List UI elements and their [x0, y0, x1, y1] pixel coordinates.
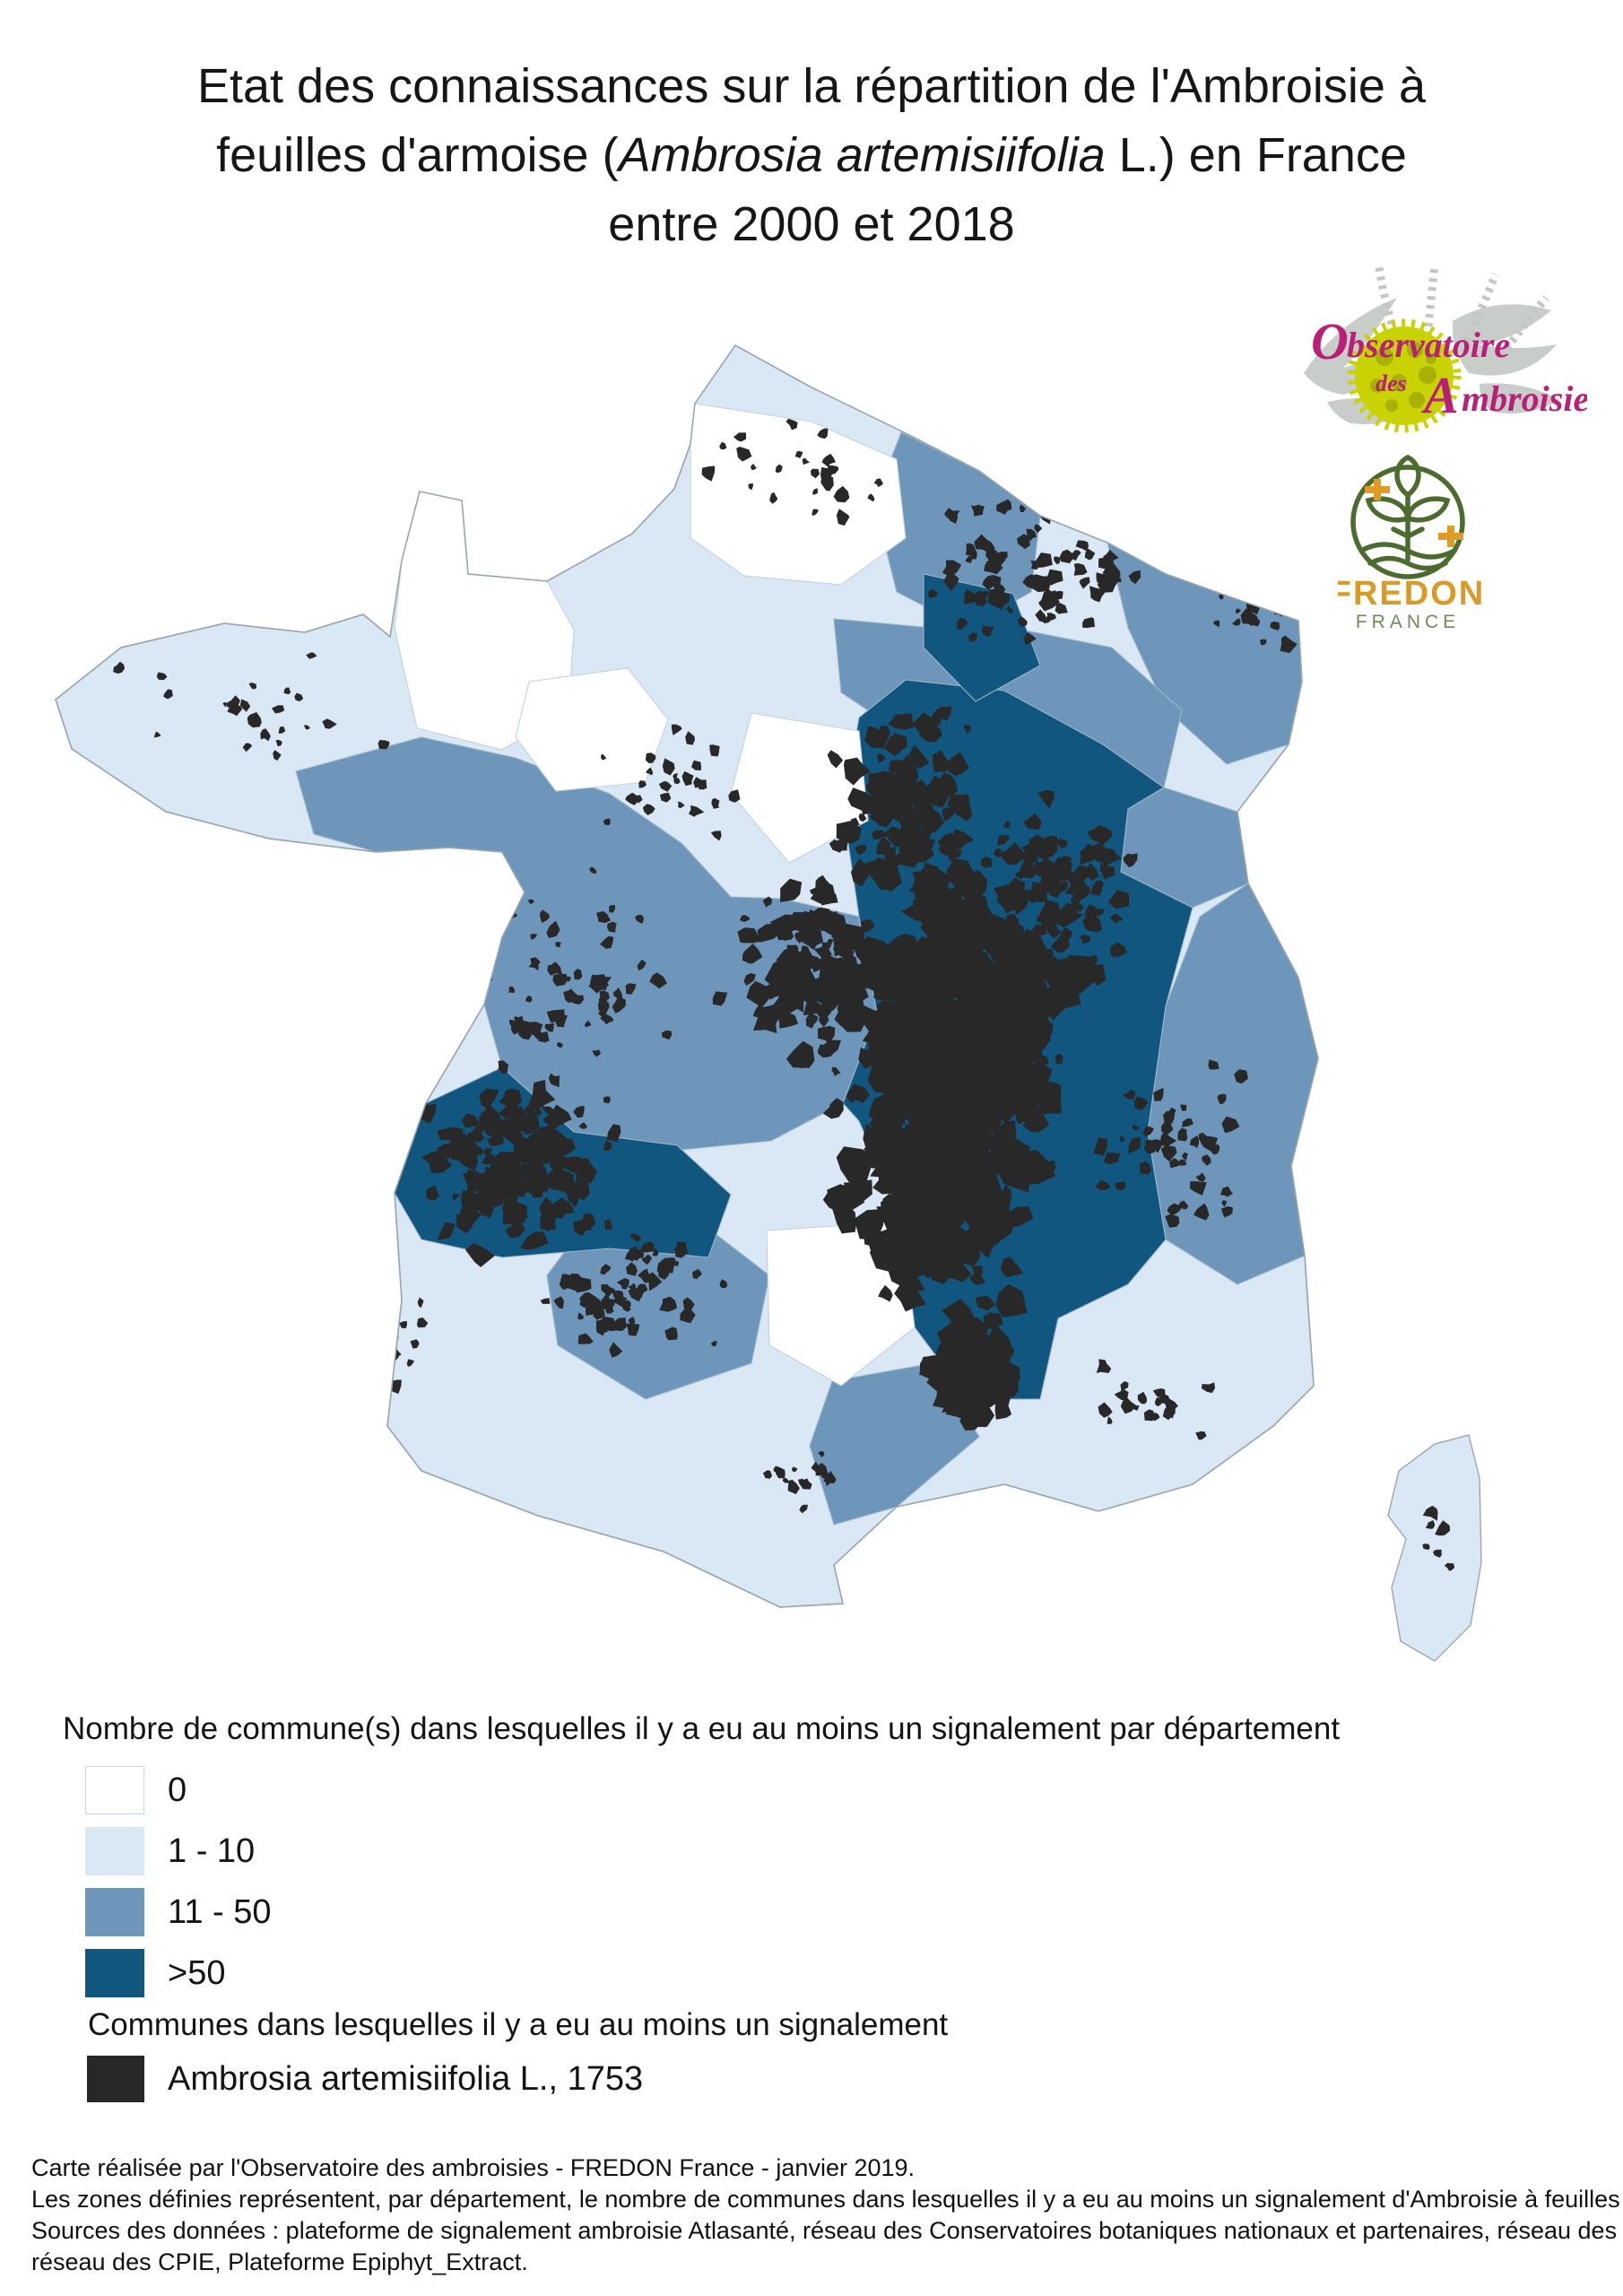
legend-swatch — [85, 1888, 144, 1936]
legend-item: 1 - 10 — [85, 1821, 271, 1882]
map-svg — [55, 344, 1482, 1662]
legend-swatch — [85, 1949, 144, 1997]
title-line-3: entre 2000 et 2018 — [608, 197, 1015, 251]
fredon-logo-country: FRANCE — [1356, 612, 1460, 632]
footer-line: Carte réalisée par l'Observatoire des am… — [31, 2154, 916, 2181]
communes-legend-label: Ambrosia artemisiifolia L., 1753 — [168, 2059, 644, 2098]
legend-item: 0 — [85, 1760, 271, 1821]
france-choropleth-map — [0, 314, 1623, 1713]
department-region-c0 — [730, 712, 869, 864]
legend-swatch — [85, 1766, 144, 1814]
title-line-1: Etat des connaissances sur la répartitio… — [196, 59, 1426, 113]
svg-text:bservatoire: bservatoire — [1347, 325, 1510, 365]
communes-legend-title: Communes dans lesquelles il y a eu au mo… — [88, 2007, 949, 2042]
legend-label: >50 — [168, 1953, 226, 1992]
department-region-c0 — [515, 667, 669, 792]
pollen-grain-icon — [1347, 318, 1462, 433]
legend-swatch — [85, 1827, 144, 1875]
fredon-plant-icon — [1350, 454, 1465, 579]
fredon-plus-icons — [1365, 479, 1463, 547]
commune-signalements-layer — [113, 418, 1455, 1571]
communes-legend-swatch — [87, 2056, 144, 2102]
fredon-logo-name: FREDON — [1338, 575, 1485, 613]
legend-label: 1 - 10 — [168, 1831, 256, 1870]
legend-label: 0 — [168, 1770, 187, 1809]
observatoire-logo-text: O bservatoire des A mbroisies — [1311, 312, 1603, 424]
legend: 0 1 - 10 11 - 50 >50 — [85, 1760, 271, 2004]
page-title: Etat des connaissances sur la répartitio… — [0, 52, 1623, 259]
legend-item: >50 — [85, 1943, 271, 2004]
legend-label: 11 - 50 — [168, 1892, 272, 1931]
title-species-italic: Ambrosia artemisiifolia — [618, 128, 1106, 182]
footer-credits: Carte réalisée par l'Observatoire des am… — [31, 2152, 1623, 2278]
svg-text:mbroisies: mbroisies — [1462, 378, 1587, 419]
footer-line: réseau des CPIE, Plateforme Epiphyt_Extr… — [31, 2248, 528, 2275]
legend-title: Nombre de commune(s) dans lesquelles il … — [63, 1711, 1341, 1746]
observatoire-logo-initial: O — [1311, 312, 1349, 370]
observatoire-logo-des: des — [1376, 370, 1407, 396]
title-line-2: feuilles d'armoise (Ambrosia artemisiifo… — [216, 128, 1407, 182]
ambroisies-logo-initial: A — [1421, 366, 1459, 424]
observatoire-ambroisies-logo: O bservatoire des A mbroisies — [1291, 258, 1603, 450]
ambrosia-spikes-icon — [1375, 265, 1549, 358]
footer-line: Les zones définies représentent, par dép… — [31, 2186, 1623, 2213]
footer-line: Sources des données : plateforme de sign… — [31, 2217, 1623, 2244]
legend-item: 11 - 50 — [85, 1882, 271, 1943]
fredon-france-logo: FREDON FRANCE — [1331, 450, 1553, 661]
communes-legend-item: Ambrosia artemisiifolia L., 1753 — [87, 2056, 643, 2102]
